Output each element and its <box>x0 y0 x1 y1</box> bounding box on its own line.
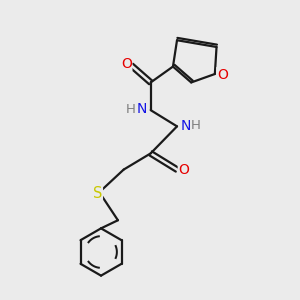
Text: O: O <box>217 68 228 82</box>
Text: N: N <box>137 103 147 116</box>
Text: N: N <box>180 119 191 133</box>
Text: O: O <box>121 57 132 71</box>
Text: H: H <box>191 119 201 132</box>
Text: H: H <box>126 103 136 116</box>
Text: S: S <box>93 186 102 201</box>
Text: O: O <box>178 163 189 177</box>
